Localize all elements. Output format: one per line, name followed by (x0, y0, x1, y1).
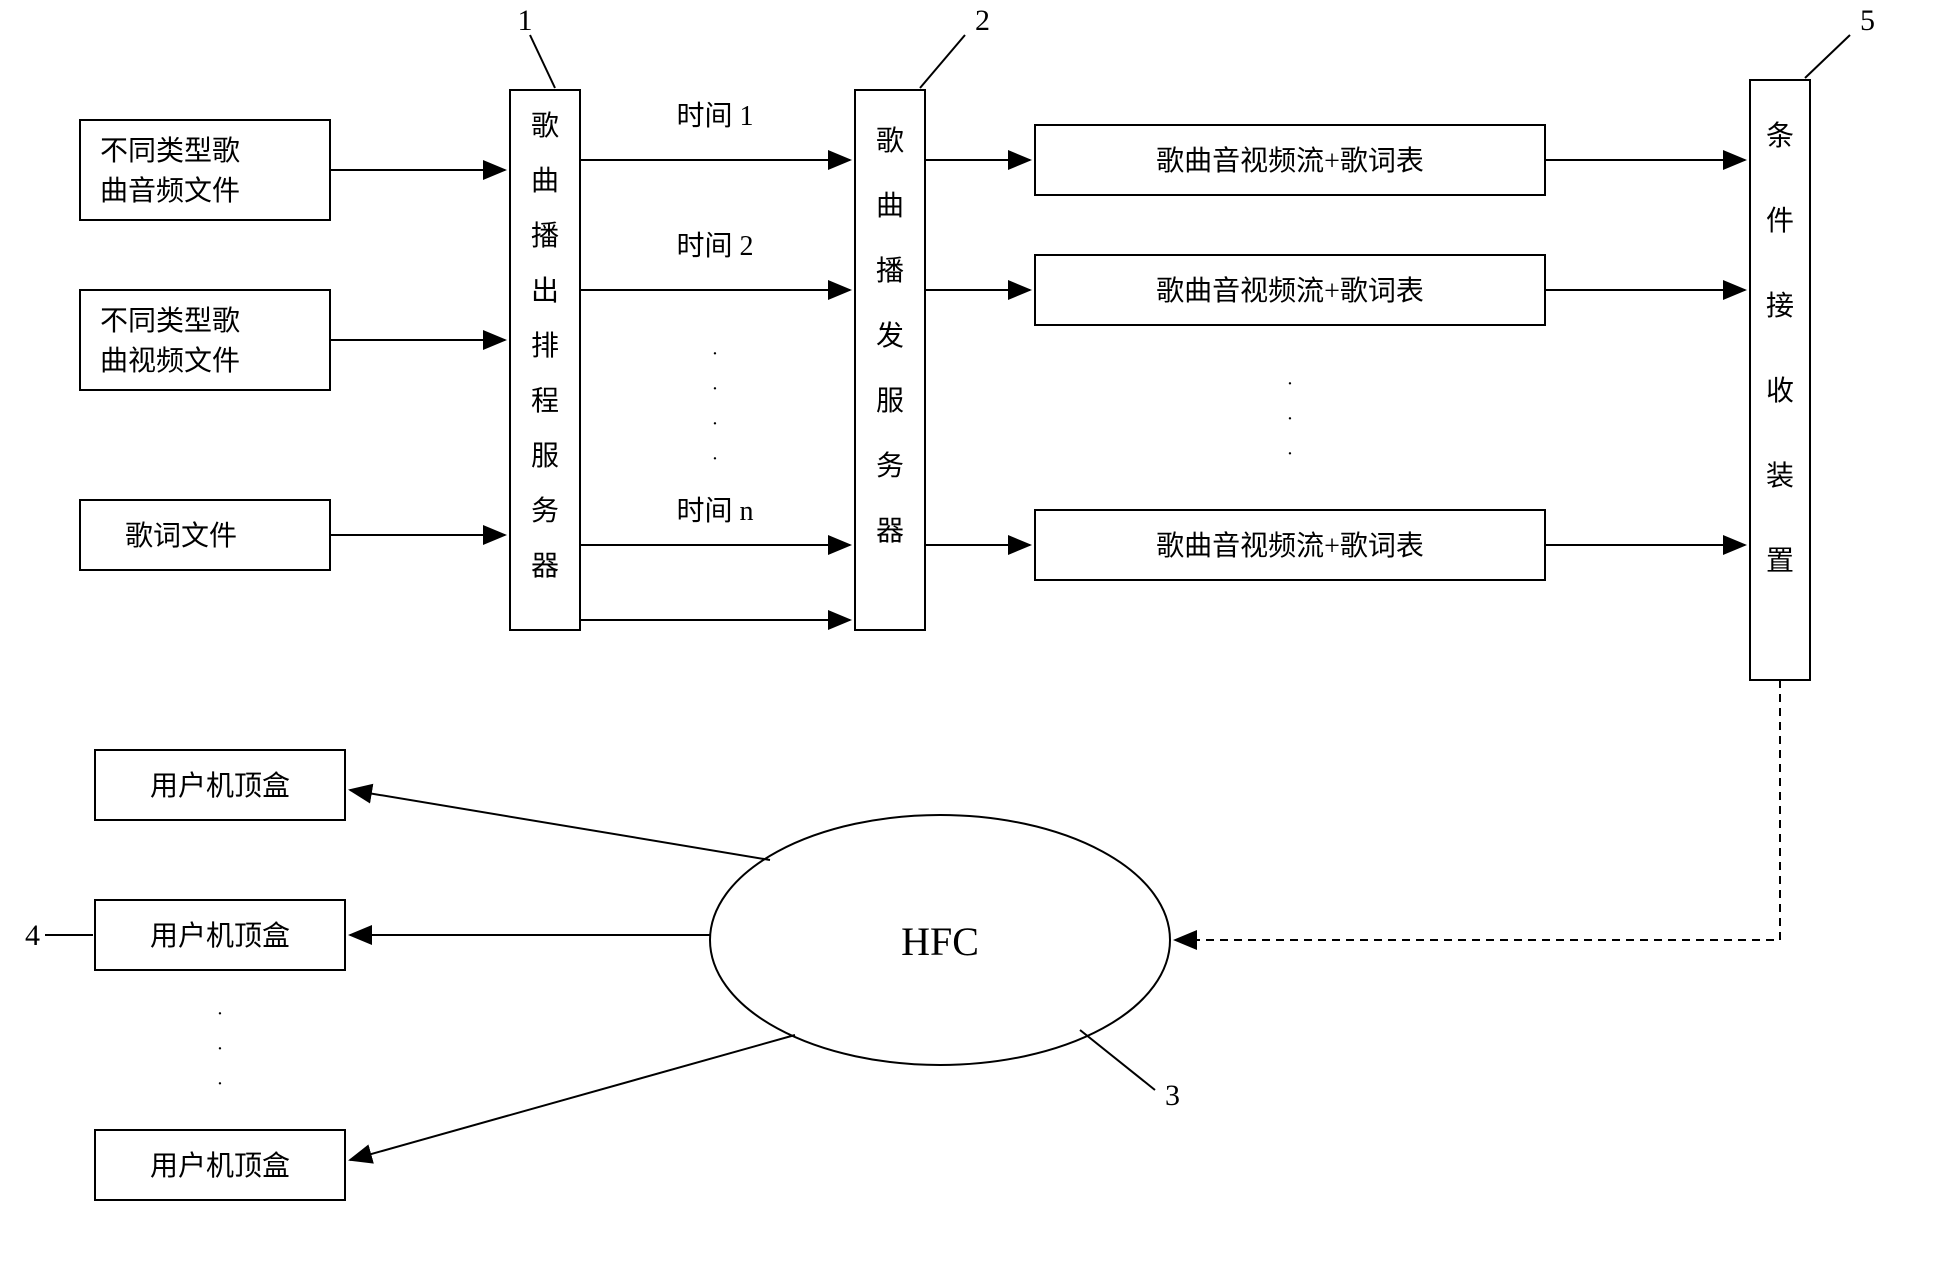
svg-text:歌曲音视频流+歌词表: 歌曲音视频流+歌词表 (1156, 275, 1424, 307)
stream-ellipsis: · · · (1287, 373, 1294, 465)
svg-text:件: 件 (1766, 205, 1794, 237)
svg-text:出: 出 (531, 275, 559, 307)
svg-text:用户机顶盒: 用户机顶盒 (150, 920, 290, 952)
svg-text:·: · (1287, 443, 1294, 465)
song-schedule-server: 歌 曲 播 出 排 程 服 务 器 (510, 90, 580, 630)
svg-text:接: 接 (1766, 290, 1794, 322)
input-video-line2: 曲视频文件 (100, 345, 240, 377)
svg-text:歌: 歌 (876, 125, 904, 157)
input-audio-line2: 曲音频文件 (100, 175, 240, 207)
stb-1: 用户机顶盒 (95, 750, 345, 820)
time-n-label: 时间 n (676, 495, 753, 527)
svg-text:·: · (1287, 408, 1294, 430)
input-audio-line1: 不同类型歌 (100, 135, 240, 167)
svg-text:·: · (712, 413, 719, 435)
conditional-receiver: 条 件 接 收 装 置 (1750, 80, 1810, 680)
leader-2 (920, 35, 965, 88)
svg-text:·: · (712, 448, 719, 470)
leader-1 (530, 35, 555, 88)
num-4: 4 (25, 919, 40, 952)
num-5: 5 (1860, 4, 1875, 37)
svg-text:排: 排 (531, 330, 559, 362)
svg-text:·: · (712, 343, 719, 365)
num-1: 1 (518, 4, 533, 37)
hfc-label: HFC (901, 919, 979, 964)
svg-text:服: 服 (876, 386, 904, 417)
svg-text:·: · (1287, 373, 1294, 395)
svg-text:条: 条 (1766, 120, 1794, 152)
input-video-files: 不同类型歌 曲视频文件 (80, 290, 330, 390)
svg-text:播: 播 (876, 255, 904, 287)
stb-ellipsis: · · · (217, 1003, 224, 1095)
svg-text:置: 置 (1766, 546, 1794, 577)
leader-5 (1805, 35, 1850, 78)
num-3: 3 (1165, 1079, 1180, 1112)
stream-1: 歌曲音视频流+歌词表 (1035, 125, 1545, 195)
svg-text:·: · (217, 1073, 224, 1095)
svg-text:用户机顶盒: 用户机顶盒 (150, 1150, 290, 1182)
song-broadcast-server: 歌 曲 播 发 服 务 器 (855, 90, 925, 630)
time-ellipsis: · · · · (712, 343, 719, 470)
input-audio-files: 不同类型歌 曲音频文件 (80, 120, 330, 220)
svg-text:务: 务 (876, 450, 904, 482)
svg-text:发: 发 (876, 320, 904, 352)
arrow-rx-to-hfc (1175, 680, 1780, 940)
stb-n: 用户机顶盒 (95, 1130, 345, 1200)
arrow-hfc-stb1 (350, 790, 770, 860)
svg-text:播: 播 (531, 220, 559, 252)
time-1-label: 时间 1 (676, 100, 753, 132)
svg-text:收: 收 (1766, 375, 1794, 407)
svg-text:·: · (217, 1038, 224, 1060)
input-lyrics-line1: 歌词文件 (125, 520, 237, 552)
hfc-network: HFC (710, 815, 1170, 1065)
svg-text:器: 器 (876, 516, 904, 547)
svg-text:·: · (712, 378, 719, 400)
svg-text:程: 程 (531, 386, 559, 417)
svg-text:务: 务 (531, 495, 559, 527)
svg-text:服: 服 (531, 441, 559, 472)
stream-2: 歌曲音视频流+歌词表 (1035, 255, 1545, 325)
svg-text:装: 装 (1766, 460, 1794, 492)
input-lyrics-files: 歌词文件 (80, 500, 330, 570)
svg-text:器: 器 (531, 551, 559, 582)
time-2-label: 时间 2 (676, 230, 753, 262)
input-video-line1: 不同类型歌 (100, 305, 240, 337)
svg-text:曲: 曲 (531, 166, 559, 197)
svg-text:用户机顶盒: 用户机顶盒 (150, 770, 290, 802)
svg-text:歌曲音视频流+歌词表: 歌曲音视频流+歌词表 (1156, 145, 1424, 177)
leader-3 (1080, 1030, 1155, 1090)
svg-text:·: · (217, 1003, 224, 1025)
num-2: 2 (975, 4, 990, 37)
stb-2: 用户机顶盒 (95, 900, 345, 970)
stream-n: 歌曲音视频流+歌词表 (1035, 510, 1545, 580)
svg-text:曲: 曲 (876, 191, 904, 222)
arrow-hfc-stbn (350, 1035, 795, 1160)
svg-text:歌: 歌 (531, 110, 559, 142)
svg-text:歌曲音视频流+歌词表: 歌曲音视频流+歌词表 (1156, 530, 1424, 562)
